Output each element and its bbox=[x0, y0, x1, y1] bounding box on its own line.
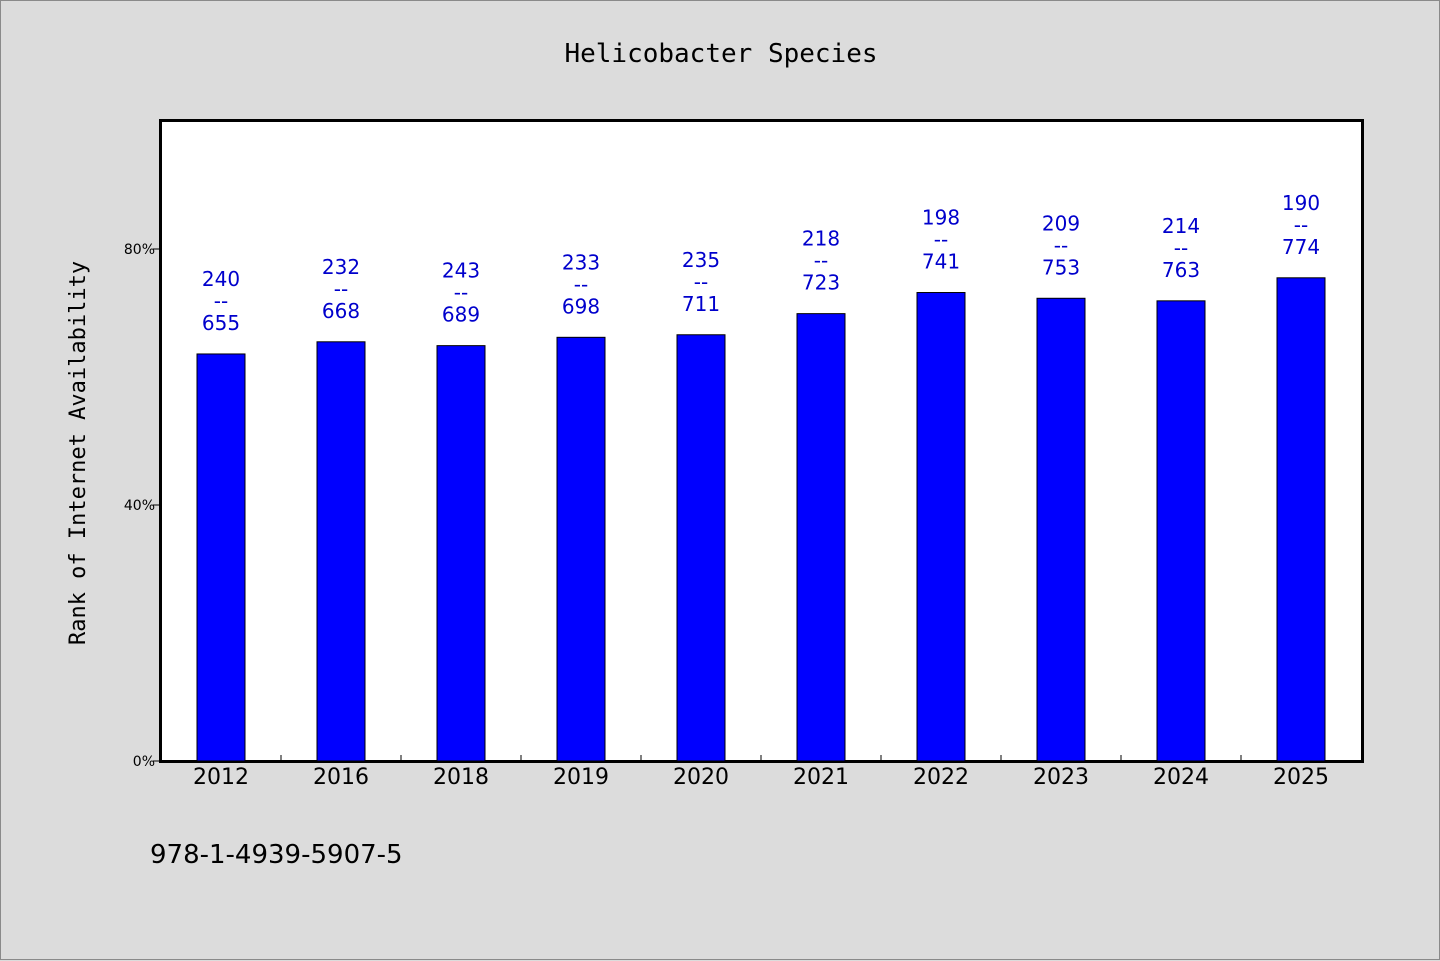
bar-label-bottom: 711 bbox=[682, 292, 720, 316]
bar-label-separator: -- bbox=[814, 249, 828, 273]
bar bbox=[436, 345, 486, 762]
x-tick-label: 2012 bbox=[193, 765, 249, 790]
bar-label-bottom: 689 bbox=[442, 303, 480, 327]
bar-label-separator: -- bbox=[1054, 233, 1068, 257]
y-tick-label: 80% bbox=[124, 242, 155, 258]
x-axis: 2012 2016 2018 2019 2020 2021 2022 2023 2024 2025 bbox=[193, 755, 1329, 790]
bar-label-top: 240 bbox=[202, 267, 240, 291]
bar-label-bottom: 655 bbox=[202, 311, 240, 335]
y-axis: 0% 40% 80% bbox=[124, 242, 161, 770]
bar-label-separator: -- bbox=[214, 289, 228, 313]
bar-label-separator: -- bbox=[574, 272, 588, 296]
x-tick-label: 2024 bbox=[1153, 765, 1209, 790]
x-tick-label: 2019 bbox=[553, 765, 609, 790]
bar-label-top: 190 bbox=[1282, 191, 1320, 215]
bar-label-separator: -- bbox=[934, 228, 948, 252]
bar bbox=[1156, 300, 1206, 762]
bar-label-top: 214 bbox=[1162, 214, 1200, 238]
bar-label-top: 209 bbox=[1042, 211, 1080, 235]
bar bbox=[676, 334, 726, 762]
isbn-footer: 978-1-4939-5907-5 bbox=[150, 840, 403, 870]
bar-label-separator: -- bbox=[334, 277, 348, 301]
bar-label-bottom: 763 bbox=[1162, 258, 1200, 282]
bar bbox=[556, 336, 606, 762]
chart-title: Helicobacter Species bbox=[564, 39, 877, 69]
bar bbox=[196, 353, 246, 762]
bar-label-bottom: 774 bbox=[1282, 235, 1320, 259]
bar-label-bottom: 753 bbox=[1042, 255, 1080, 279]
x-tick-label: 2023 bbox=[1033, 765, 1089, 790]
bar-label-separator: -- bbox=[454, 281, 468, 305]
x-tick-label: 2016 bbox=[313, 765, 369, 790]
y-axis-label: Rank of Internet Availability bbox=[66, 261, 91, 645]
bar-label-bottom: 741 bbox=[922, 250, 960, 274]
data-labels: 240--655232--668243--689233--698235--711… bbox=[202, 191, 1320, 335]
x-tick-label: 2022 bbox=[913, 765, 969, 790]
bar-label-top: 198 bbox=[922, 206, 960, 230]
y-tick-label: 0% bbox=[133, 754, 155, 770]
bar-label-bottom: 723 bbox=[802, 271, 840, 295]
bar-label-bottom: 698 bbox=[562, 294, 600, 318]
x-tick-label: 2021 bbox=[793, 765, 849, 790]
bar-label-separator: -- bbox=[1294, 213, 1308, 237]
bar-label-top: 233 bbox=[562, 250, 600, 274]
bar bbox=[916, 292, 966, 762]
bar bbox=[1276, 277, 1326, 762]
x-tick-label: 2020 bbox=[673, 765, 729, 790]
bar-label-separator: -- bbox=[694, 270, 708, 294]
bar bbox=[316, 341, 366, 762]
bar bbox=[1036, 297, 1086, 762]
bar-label-top: 232 bbox=[322, 255, 360, 279]
x-tick-label: 2025 bbox=[1273, 765, 1329, 790]
bar-series bbox=[196, 277, 1326, 762]
x-tick-label: 2018 bbox=[433, 765, 489, 790]
bar bbox=[796, 313, 846, 762]
bar-label-top: 218 bbox=[802, 227, 840, 251]
bar-label-separator: -- bbox=[1174, 236, 1188, 260]
bar-label-bottom: 668 bbox=[322, 299, 360, 323]
bar-label-top: 243 bbox=[442, 259, 480, 283]
y-tick-label: 40% bbox=[124, 498, 155, 514]
bar-label-top: 235 bbox=[682, 248, 720, 272]
